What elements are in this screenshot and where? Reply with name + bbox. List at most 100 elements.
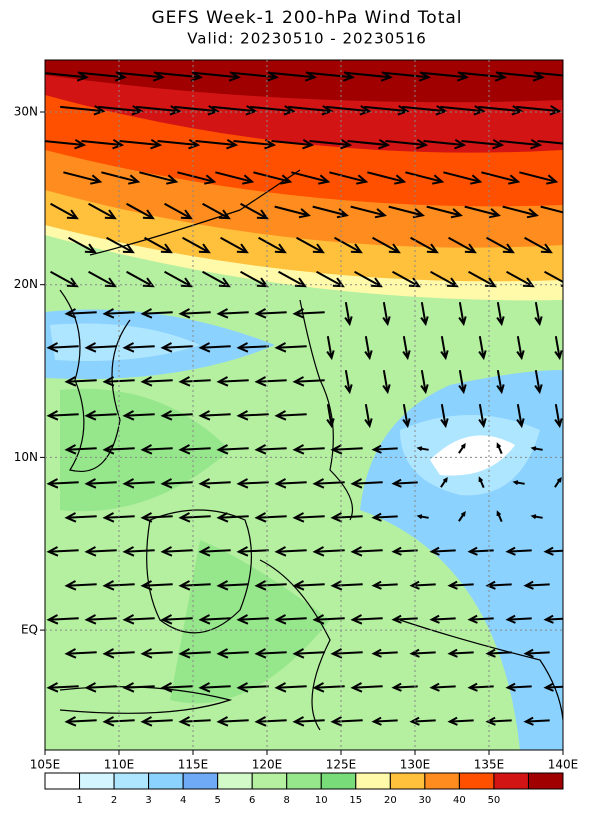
wind-arrow [160, 410, 193, 421]
colorbar-label: 2 [111, 795, 117, 806]
wind-arrow [554, 403, 563, 429]
colorbar-swatch [424, 772, 460, 790]
wind-arrow [388, 205, 425, 219]
wind-arrow [409, 648, 436, 658]
subtitle: Valid: 20230510 - 20230516 [187, 30, 427, 48]
wind-arrow [102, 512, 135, 523]
wind-arrow [102, 308, 135, 319]
wind-arrow [195, 138, 239, 150]
wind-arrow [84, 410, 117, 421]
wind-arrow [458, 369, 467, 395]
map-frame [44, 59, 564, 751]
wind-arrow [402, 403, 411, 429]
lon-label: 130E [400, 758, 431, 772]
wind-arrow [420, 369, 429, 395]
wind-arrow [364, 105, 410, 116]
wind-arrow [350, 614, 383, 625]
wind-arrow [478, 476, 485, 488]
wind-arrow [440, 403, 449, 429]
wind-arrow [416, 446, 429, 452]
wind-arrow [364, 403, 373, 429]
wind-arrow [198, 342, 231, 353]
wind-arrow [274, 682, 307, 693]
wind-arrow [119, 138, 163, 150]
wind-arrow [216, 444, 249, 455]
wind-arrow [216, 308, 249, 319]
wind-arrow [519, 171, 559, 185]
wind-arrow [178, 308, 211, 319]
colorbar-label: 8 [284, 795, 290, 806]
wind-arrow [254, 512, 287, 523]
wind-arrow [534, 71, 563, 77]
wind-arrow [274, 478, 307, 489]
wind-arrow [467, 546, 494, 556]
wind-arrow [516, 105, 562, 116]
wind-arrow [486, 236, 515, 254]
wind-arrow [292, 444, 325, 455]
wind-arrow [258, 236, 287, 254]
lon-label: 105E [30, 758, 61, 772]
wind-arrow [136, 105, 182, 116]
wind-arrow [409, 580, 436, 590]
wind-arrow [236, 478, 269, 489]
wind-arrow [543, 682, 563, 692]
wind-arrow [164, 202, 193, 220]
wind-arrow [178, 444, 211, 455]
wind-arrow [534, 301, 543, 327]
wind-arrow [402, 335, 411, 361]
wind-arrow [68, 236, 97, 254]
colorbar-swatch [79, 772, 115, 790]
wind-arrow [198, 682, 231, 693]
wind-arrow [523, 580, 550, 590]
wind-arrow [448, 236, 477, 254]
wind-arrow [447, 716, 474, 726]
wind-arrow [496, 510, 503, 522]
colorbar-swatch [251, 772, 288, 790]
wind-arrow [505, 614, 532, 624]
wind-arrow [543, 546, 563, 556]
colorbar-label: 20 [384, 795, 397, 806]
wind-arrow [481, 171, 521, 185]
wind-arrow [98, 105, 144, 116]
wind-arrow [198, 546, 231, 557]
wind-arrow [461, 138, 505, 150]
wind-arrow [537, 139, 563, 145]
wind-arrow [523, 716, 550, 726]
colorbar-label: 6 [249, 795, 255, 806]
lat-label: EQ [21, 623, 38, 637]
wind-arrow [84, 546, 117, 557]
wind-arrow [216, 648, 249, 659]
wind-arrow [371, 512, 398, 522]
wind-arrow [429, 614, 456, 624]
colorbar-swatch [182, 772, 219, 790]
wind-arrow [84, 342, 117, 353]
wind-arrow [330, 512, 363, 523]
colorbar-label: 50 [488, 795, 501, 806]
wind-arrow [292, 376, 325, 387]
colorbar-swatch [286, 772, 322, 790]
wind-arrow [409, 716, 436, 726]
wind-arrow [385, 138, 429, 150]
lon-label: 110E [104, 758, 135, 772]
wind-arrow [46, 478, 79, 489]
lat-label: 10N [14, 450, 38, 464]
wind-arrow [554, 476, 562, 488]
wind-arrow [164, 270, 193, 288]
colorbar-label: 1 [76, 795, 82, 806]
colorbar-label: 40 [453, 795, 466, 806]
wind-arrow [458, 442, 466, 454]
wind-arrow [524, 236, 553, 254]
wind-arrow [364, 335, 373, 361]
wind-arrow [292, 580, 325, 591]
wind-arrow [350, 682, 383, 693]
wind-arrow [236, 546, 269, 557]
wind-arrow [347, 138, 391, 150]
wind-arrow [485, 580, 512, 590]
wind-arrow [64, 580, 97, 591]
wind-arrow [447, 580, 474, 590]
wind-arrow [122, 410, 155, 421]
wind-arrow [292, 512, 325, 523]
wind-arrow [236, 410, 269, 421]
wind-arrow [240, 202, 269, 220]
